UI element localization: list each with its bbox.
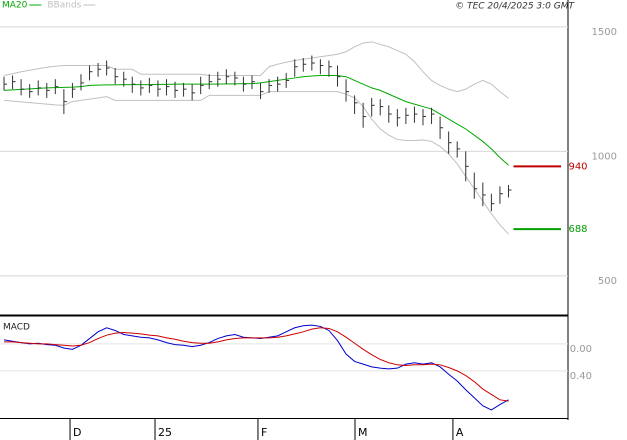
y-tick-label: 500 — [598, 276, 617, 287]
y-tick-label: 1000 — [592, 151, 617, 162]
y-tick-label: -0.40 — [566, 371, 592, 382]
x-tick-label: D — [73, 426, 81, 439]
x-tick-label: 25 — [158, 426, 172, 439]
source: © TEC 20/4/2025 3:0 GMT — [455, 2, 575, 12]
legend-label: BBands — [47, 1, 81, 11]
band-upper — [3, 41, 509, 99]
x-tick-label: A — [456, 426, 464, 439]
macd-line — [4, 327, 509, 402]
y-tick-label: 0.00 — [570, 344, 592, 355]
panel-title: MACD — [3, 323, 30, 333]
y-tick-label: 1500 — [592, 27, 617, 38]
ma-line — [3, 74, 509, 166]
x-tick-label: M — [358, 426, 368, 439]
legend-label: MA20 — [2, 1, 28, 11]
level-label: 688 — [568, 224, 587, 235]
level-label: 940 — [568, 161, 587, 172]
band-lower — [3, 91, 509, 235]
x-tick-label: F — [261, 426, 267, 439]
